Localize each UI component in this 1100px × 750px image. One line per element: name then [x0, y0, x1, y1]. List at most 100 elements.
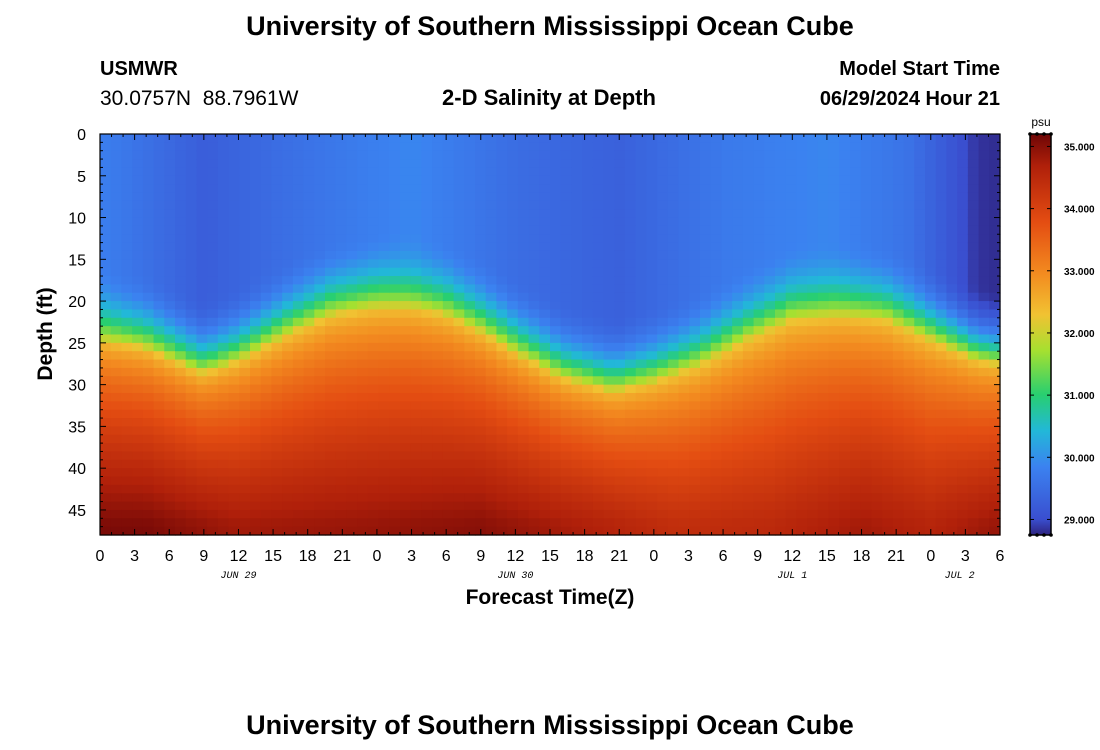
heatmap-cell: [271, 501, 283, 511]
heatmap-cell: [710, 217, 723, 227]
heatmap-cell: [367, 200, 380, 210]
heatmap-cell: [453, 326, 465, 336]
heatmap-cell: [700, 409, 712, 419]
heatmap-cell: [614, 501, 626, 511]
heatmap-cell: [582, 184, 594, 194]
heatmap-cell: [250, 276, 262, 285]
heatmap-cell: [421, 418, 433, 427]
heatmap-cell: [710, 468, 723, 478]
heatmap-cell: [957, 418, 969, 427]
heatmap-cell: [592, 309, 605, 319]
colorbar-end-marker: [1049, 533, 1053, 537]
heatmap-cell: [742, 292, 755, 302]
heatmap-cell: [196, 192, 208, 202]
heatmap-cell: [775, 409, 787, 419]
heatmap-cell: [207, 384, 219, 394]
heatmap-cell: [485, 142, 498, 152]
heatmap-cell: [110, 359, 123, 369]
heatmap-cell: [539, 217, 551, 227]
heatmap-cell: [678, 342, 690, 352]
heatmap-cell: [110, 443, 123, 453]
heatmap-cell: [625, 175, 637, 185]
heatmap-cell: [785, 159, 798, 169]
heatmap-cell: [217, 409, 230, 419]
heatmap-cell: [271, 351, 283, 361]
heatmap-cell: [625, 392, 637, 402]
heatmap-cell: [153, 301, 165, 311]
heatmap-cell: [967, 175, 980, 185]
heatmap-cell: [325, 367, 337, 377]
heatmap-cell: [164, 459, 176, 469]
heatmap-cell: [700, 326, 712, 336]
heatmap-cell: [292, 276, 305, 285]
heatmap-cell: [142, 493, 155, 503]
heatmap-cell: [710, 459, 723, 469]
heatmap-cell: [657, 234, 669, 244]
heatmap-cell: [850, 451, 862, 461]
heatmap-cell: [689, 418, 701, 427]
heatmap-cell: [935, 317, 948, 327]
heatmap-cell: [989, 359, 1001, 369]
heatmap-cell: [303, 184, 315, 194]
heatmap-cell: [732, 267, 744, 277]
heatmap-cell: [582, 225, 594, 235]
heatmap-cell: [603, 342, 615, 352]
heatmap-cell: [303, 351, 315, 361]
heatmap-cell: [389, 526, 401, 536]
heatmap-cell: [603, 242, 615, 252]
heatmap-cell: [635, 192, 648, 202]
heatmap-cell: [475, 200, 487, 210]
heatmap-cell: [357, 150, 369, 160]
heatmap-cell: [550, 376, 562, 386]
heatmap-cell: [903, 217, 915, 227]
heatmap-cell: [164, 359, 176, 369]
heatmap-cell: [271, 418, 283, 427]
heatmap-cell: [528, 317, 540, 327]
heatmap-cell: [164, 292, 176, 302]
heatmap-cell: [389, 242, 401, 252]
heatmap-cell: [710, 242, 723, 252]
heatmap-cell: [571, 509, 583, 519]
heatmap-cell: [796, 250, 808, 260]
heatmap-cell: [142, 184, 155, 194]
heatmap-cell: [957, 309, 969, 319]
heatmap-cell: [860, 401, 873, 411]
heatmap-cell: [357, 159, 369, 169]
heatmap-cell: [785, 409, 798, 419]
heatmap-cell: [400, 493, 412, 503]
heatmap-cell: [785, 359, 798, 369]
heatmap-cell: [196, 376, 208, 386]
heatmap-cell: [367, 301, 380, 311]
heatmap-cell: [689, 167, 701, 177]
heatmap-cell: [775, 401, 787, 411]
heatmap-cell: [250, 484, 262, 494]
heatmap-cell: [764, 493, 776, 503]
heatmap-cell: [914, 175, 926, 185]
heatmap-cell: [678, 509, 690, 519]
heatmap-cell: [260, 518, 273, 528]
heatmap-cell: [292, 384, 305, 394]
heatmap-cell: [646, 175, 658, 185]
heatmap-cell: [196, 509, 208, 519]
heatmap-cell: [292, 250, 305, 260]
heatmap-cell: [410, 292, 423, 302]
heatmap-cell: [925, 301, 937, 311]
heatmap-cell: [442, 217, 455, 227]
heatmap-cell: [432, 334, 444, 344]
heatmap-cell: [100, 418, 112, 427]
heatmap-cell: [646, 493, 658, 503]
heatmap-cell: [367, 459, 380, 469]
heatmap-cell: [110, 142, 123, 152]
heatmap-cell: [592, 259, 605, 269]
heatmap-cell: [635, 276, 648, 285]
heatmap-cell: [303, 493, 315, 503]
heatmap-cell: [100, 234, 112, 244]
heatmap-cell: [592, 501, 605, 511]
heatmap-cell: [378, 434, 390, 444]
heatmap-cell: [475, 159, 487, 169]
heatmap-cell: [367, 234, 380, 244]
heatmap-cell: [346, 167, 358, 177]
heatmap-cell: [753, 167, 765, 177]
heatmap-cell: [250, 493, 262, 503]
